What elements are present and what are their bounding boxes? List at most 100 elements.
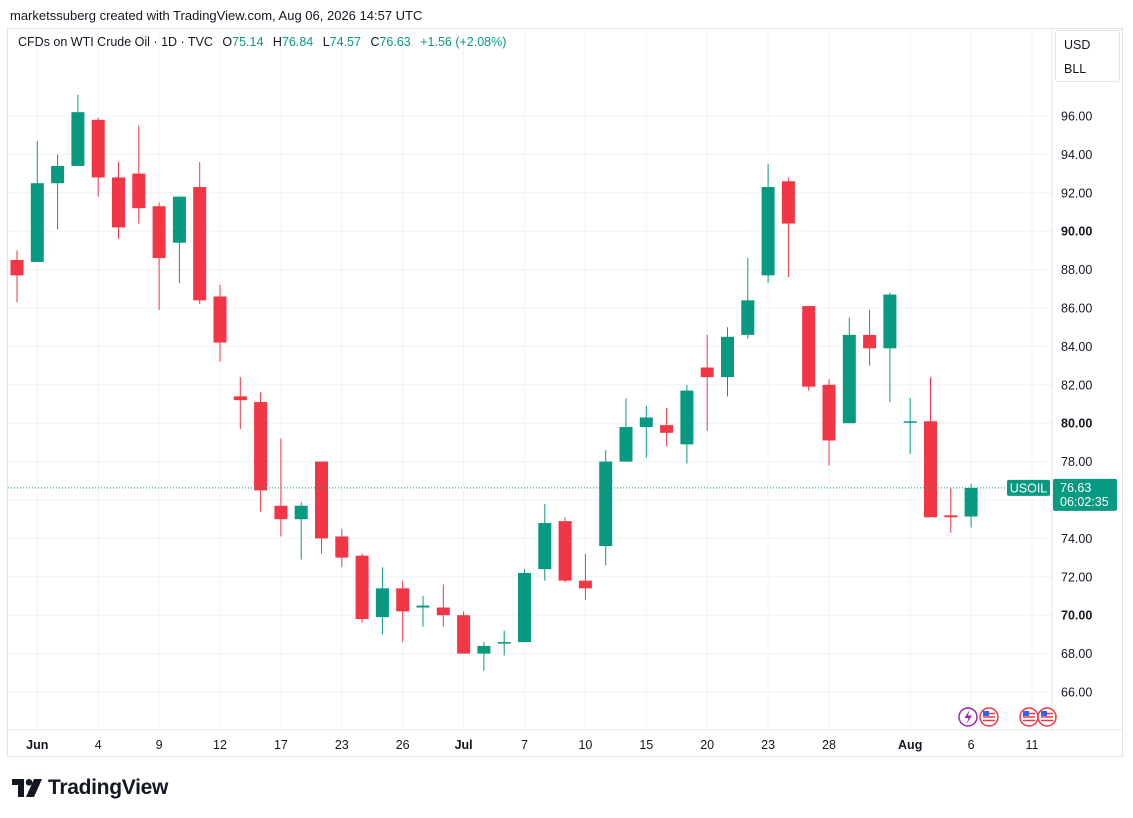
candle-body-up[interactable] [71,112,85,166]
candle-body-down[interactable] [91,119,105,178]
candle-body-up[interactable] [599,461,613,547]
candle-body-down[interactable] [781,181,795,224]
candle-body-down[interactable] [457,615,471,654]
currency-unit-box[interactable]: USD BLL [1055,30,1120,82]
x-tick-label: 12 [213,738,227,752]
candle-body-up[interactable] [294,505,308,520]
x-tick-label: 17 [274,738,288,752]
candle-body-up[interactable] [964,487,978,517]
candle-body-down[interactable] [193,187,207,301]
low-label: L [322,35,330,49]
candle-body-down[interactable] [436,607,450,616]
candle-body-up[interactable] [842,334,856,424]
countdown-timer: 06:02:35 [1060,495,1109,509]
candle-body-up[interactable] [518,572,531,643]
candle-body-up[interactable] [30,183,44,262]
candle-body-down[interactable] [10,260,24,276]
candle-body-down[interactable] [924,421,937,518]
candle-body-down[interactable] [578,580,592,589]
candle-body-up[interactable] [416,605,430,608]
candle-body-down[interactable] [152,206,166,259]
candle-body-up[interactable] [741,300,755,335]
y-tick-label: 78.00 [1061,455,1092,469]
lightning-bolt-shape [964,710,972,724]
symbol-title[interactable]: CFDs on WTI Crude Oil · 1D · TVC [18,35,213,49]
candle-body-down[interactable] [558,521,572,581]
y-tick-label: 82.00 [1061,378,1092,392]
currency-label[interactable]: USD [1064,38,1091,52]
candle-body-down[interactable] [213,296,227,343]
open-value: 75.14 [232,35,264,49]
low-value: 74.57 [329,35,361,49]
candle-body-up[interactable] [172,196,186,243]
candle-body-up[interactable] [51,165,65,184]
x-tick-label: 4 [95,738,102,752]
unit-label[interactable]: BLL [1064,62,1087,76]
close-label: C [370,35,380,49]
candle-body-up[interactable] [375,588,389,618]
x-tick-label: 9 [156,738,163,752]
candle-body-up[interactable] [497,642,511,644]
y-tick-label: 68.00 [1061,647,1092,661]
candle-body-down[interactable] [254,402,268,491]
y-tick-label: 72.00 [1061,570,1092,584]
x-tick-label: 11 [1026,738,1039,752]
x-tick-label: 7 [521,738,528,752]
candle-body-up[interactable] [761,187,775,276]
candle-body-up[interactable] [883,294,897,349]
candle-body-up[interactable] [538,523,552,570]
x-tick-label: 26 [396,738,410,752]
candle-body-down[interactable] [112,177,125,228]
change-value: +1.56 (+2.08%) [420,35,507,49]
candle-body-down[interactable] [396,588,410,612]
candle-body-down[interactable] [944,515,958,518]
candle-body-down[interactable] [315,461,328,539]
close-value: 76.63 [379,35,411,49]
us-flag-canton [983,711,989,716]
candle-body-down[interactable] [822,384,836,441]
candle-body-up[interactable] [477,645,491,654]
symbol-tag-label: USOIL [1010,481,1048,495]
chart-credit: marketssuberg created with TradingView.c… [10,8,423,23]
y-tick-label: 88.00 [1061,263,1092,277]
candle-body-down[interactable] [233,396,247,401]
x-tick-label: 20 [700,738,714,752]
candle-body-down[interactable] [700,367,714,378]
candle-body-down[interactable] [355,555,369,620]
x-tick-label: 23 [335,738,349,752]
chart-frame[interactable] [7,28,1123,757]
x-tick-label: Aug [898,738,922,752]
x-tick-label: 28 [822,738,836,752]
y-tick-label: 66.00 [1061,686,1092,700]
y-tick-label: 86.00 [1061,302,1092,316]
x-tick-label: Jun [26,738,48,752]
candle-body-down[interactable] [802,306,816,387]
x-tick-label: 23 [761,738,775,752]
y-tick-label: 92.00 [1061,186,1092,200]
candle-body-up[interactable] [903,421,917,423]
high-value: 76.84 [281,35,314,49]
candle-body-down[interactable] [274,505,288,520]
candle-body-down[interactable] [132,173,146,209]
symbol-price-tag[interactable] [1007,479,1050,496]
candle-body-up[interactable] [619,427,633,462]
us-flag-canton [1041,711,1047,716]
candle-body-up[interactable] [721,336,734,378]
open-label: O [222,35,233,49]
last-price-axis-label[interactable] [1053,478,1117,511]
y-tick-label: 80.00 [1061,417,1092,431]
x-tick-label: 10 [578,738,592,752]
candle-body-down[interactable] [335,536,349,558]
symbol-legend[interactable]: CFDs on WTI Crude Oil · 1D · TVC O75.14 … [18,35,506,49]
tradingview-logo[interactable]: TradingView [12,776,168,800]
high-label: H [272,35,282,49]
y-tick-label: 84.00 [1061,340,1092,354]
candle-body-up[interactable] [639,417,653,428]
candle-body-down[interactable] [863,334,877,349]
candle-body-up[interactable] [680,390,694,445]
candle-body-down[interactable] [660,425,674,433]
y-tick-label: 96.00 [1061,110,1092,124]
y-tick-label: 94.00 [1061,148,1092,162]
y-tick-label: 74.00 [1061,532,1092,546]
